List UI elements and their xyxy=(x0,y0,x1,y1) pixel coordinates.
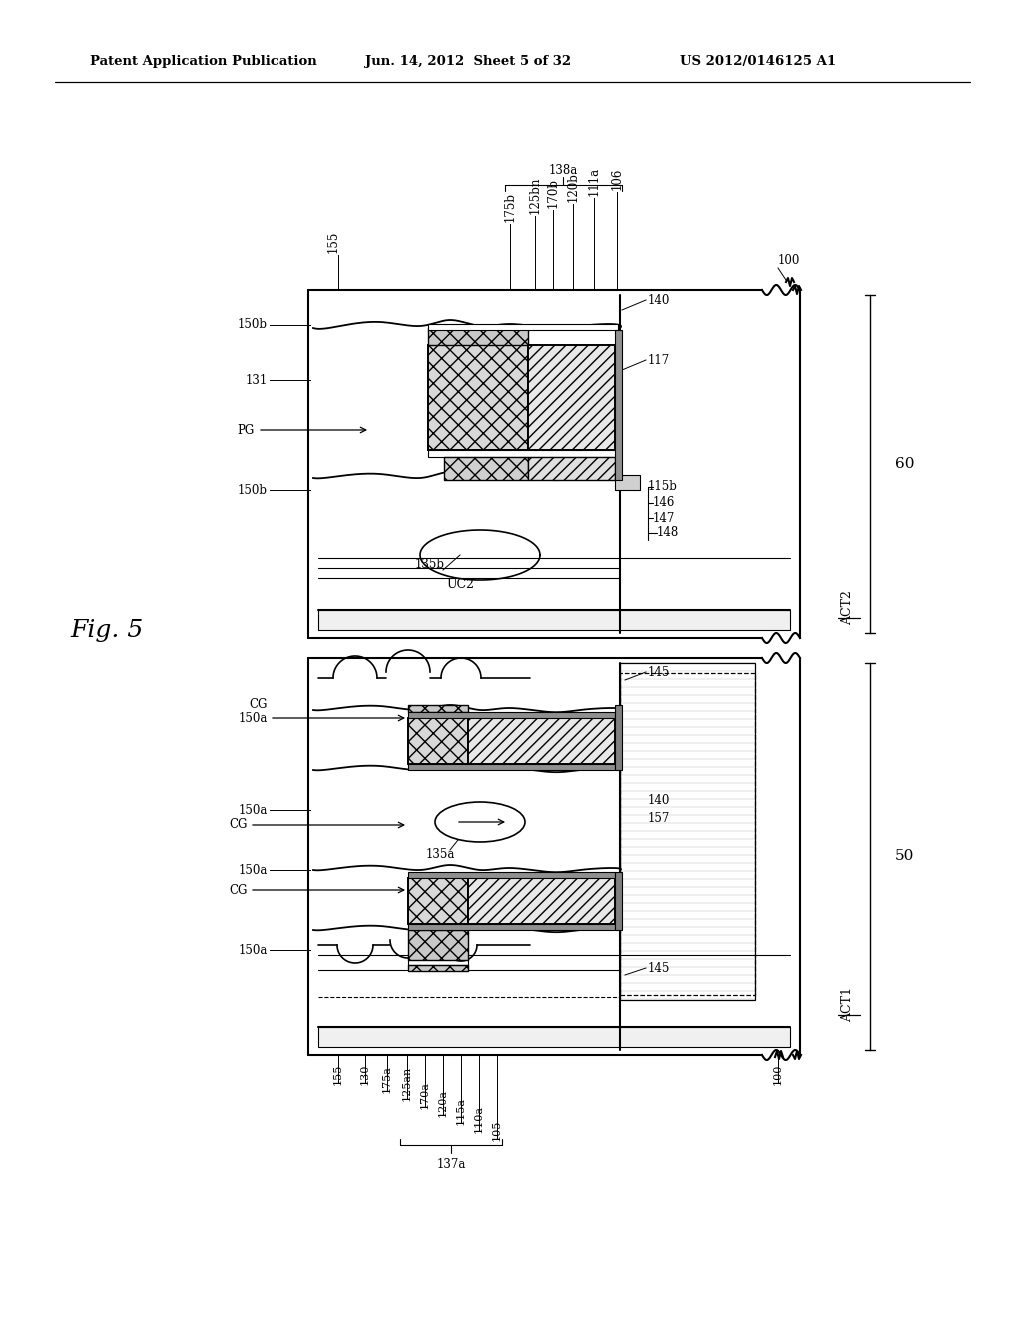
Text: 135b: 135b xyxy=(415,558,445,572)
Bar xyxy=(408,924,615,931)
Bar xyxy=(318,610,790,630)
Ellipse shape xyxy=(435,803,525,842)
Text: 175b: 175b xyxy=(504,191,516,222)
Text: 120b: 120b xyxy=(566,172,580,202)
Bar xyxy=(408,705,468,711)
Text: 100: 100 xyxy=(778,253,801,267)
Text: CG: CG xyxy=(229,883,248,896)
Text: ACT2: ACT2 xyxy=(842,590,854,626)
Text: 155: 155 xyxy=(333,1064,343,1085)
Bar xyxy=(408,718,468,764)
Text: 146: 146 xyxy=(653,496,676,510)
Text: 60: 60 xyxy=(895,457,914,471)
Text: 148: 148 xyxy=(657,527,679,540)
Bar xyxy=(408,878,468,924)
Bar xyxy=(620,294,790,610)
Text: PG: PG xyxy=(238,424,255,437)
Text: 150a: 150a xyxy=(239,944,268,957)
Text: 120a: 120a xyxy=(438,1089,449,1117)
Bar xyxy=(615,873,622,931)
Text: 140: 140 xyxy=(648,793,671,807)
Text: 125an: 125an xyxy=(402,1065,412,1101)
Text: 170b: 170b xyxy=(547,178,559,209)
Bar xyxy=(615,330,622,480)
Text: US 2012/0146125 A1: US 2012/0146125 A1 xyxy=(680,55,837,69)
Text: Fig. 5: Fig. 5 xyxy=(71,619,143,642)
Bar xyxy=(615,475,640,490)
Text: 115a: 115a xyxy=(456,1097,466,1125)
Text: 130: 130 xyxy=(360,1064,370,1085)
Text: 137a: 137a xyxy=(436,1159,466,1172)
Text: 147: 147 xyxy=(653,511,676,524)
Bar xyxy=(408,960,468,965)
Text: ACT1: ACT1 xyxy=(842,987,854,1023)
Text: 131: 131 xyxy=(246,374,268,387)
Text: 155: 155 xyxy=(327,231,340,253)
Text: 150a: 150a xyxy=(239,863,268,876)
Text: 135a: 135a xyxy=(425,849,455,862)
Text: 150a: 150a xyxy=(239,711,268,725)
Bar xyxy=(408,711,615,718)
Text: 111a: 111a xyxy=(588,166,600,195)
Text: 100: 100 xyxy=(773,1064,783,1085)
Bar xyxy=(620,663,755,1001)
Bar xyxy=(408,873,615,878)
Text: UC2: UC2 xyxy=(446,578,474,591)
Bar xyxy=(615,705,622,770)
Text: 145: 145 xyxy=(648,961,671,974)
Bar xyxy=(318,1027,790,1047)
Text: 150b: 150b xyxy=(238,483,268,496)
Text: CG: CG xyxy=(229,818,248,832)
Bar xyxy=(620,673,755,995)
Text: 150b: 150b xyxy=(238,318,268,331)
Text: 117: 117 xyxy=(648,354,671,367)
Text: Patent Application Publication: Patent Application Publication xyxy=(90,55,316,69)
Text: CG: CG xyxy=(250,697,268,710)
Text: 138a: 138a xyxy=(549,164,578,177)
Bar xyxy=(444,457,528,480)
Text: 110a: 110a xyxy=(474,1105,484,1133)
Bar xyxy=(468,878,615,924)
Bar xyxy=(428,345,528,450)
Text: 115b: 115b xyxy=(648,480,678,494)
Text: 105: 105 xyxy=(492,1119,502,1140)
Bar xyxy=(428,450,618,457)
Bar xyxy=(428,323,618,330)
Bar xyxy=(408,965,468,972)
Bar xyxy=(428,327,528,345)
Text: 175a: 175a xyxy=(382,1065,392,1093)
Text: 125bn: 125bn xyxy=(528,177,542,214)
Text: 50: 50 xyxy=(895,850,914,863)
Text: 157: 157 xyxy=(648,812,671,825)
Bar xyxy=(408,931,468,960)
Text: 140: 140 xyxy=(648,293,671,306)
Text: 145: 145 xyxy=(648,665,671,678)
Text: Jun. 14, 2012  Sheet 5 of 32: Jun. 14, 2012 Sheet 5 of 32 xyxy=(365,55,571,69)
Text: 150a: 150a xyxy=(239,804,268,817)
Text: 170a: 170a xyxy=(420,1081,430,1109)
Bar xyxy=(528,457,615,480)
Bar xyxy=(408,764,615,770)
Bar xyxy=(468,718,615,764)
Bar xyxy=(528,345,615,450)
Text: 106: 106 xyxy=(610,168,624,190)
